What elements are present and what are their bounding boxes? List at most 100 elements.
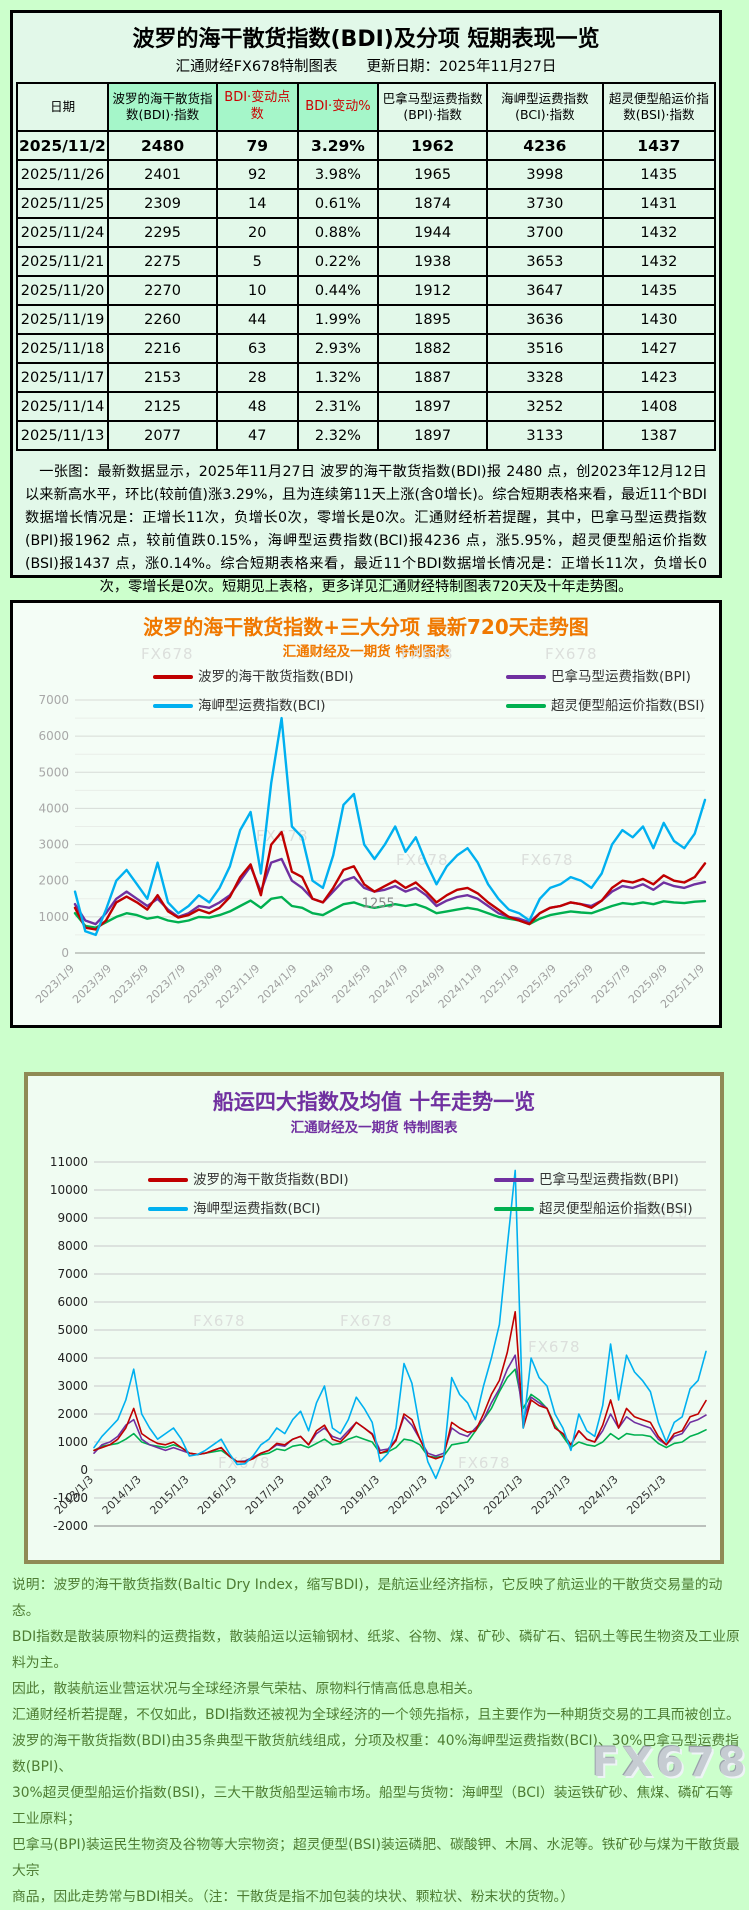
page-title: 波罗的海干散货指数(BDI)及分项 短期表现一览 [132,27,600,52]
table-cell: 92 [215,159,299,190]
y-tick-label: 0 [61,946,69,960]
table-cell: 5 [215,246,299,277]
explanation-line: 说明：波罗的海干散货指数(Baltic Dry Index，缩写BDI)，是航运… [12,1577,723,1619]
table-cell: 1.32% [296,362,380,393]
chart-10year-section: 船运四大指数及均值 十年走势一览 汇通财经及一期货 特制图表 波罗的海干散货指数… [24,1072,724,1564]
table-row: 2025/11/21 2275 5 0.22% 1938 3653 1432 [15,246,717,277]
explanation-line: 巴拿马(BPI)装运民生物资及谷物等大宗物资；超灵便型(BSI)装运磷肥、碳酸钾… [12,1837,740,1879]
table-row: 2025/11/27 2480 79 3.29% 1962 4236 1437 [15,130,717,161]
chart-10year-title: 船运四大指数及均值 十年走势一览 [212,1090,536,1114]
chart-720day-section: 波罗的海干散货指数+三大分项 最新720天走势图 汇通财经及一期货 特制图表 波… [10,600,722,1028]
table-cell: 2025/11/18 [15,333,110,364]
table-cell: 0.22% [296,246,380,277]
y-tick-label: 0 [80,1463,88,1477]
y-tick-label: -2000 [53,1519,88,1533]
chart-watermark: FX678 [193,1312,246,1330]
x-tick-label: 2024/5/9 [329,962,373,1006]
table-row: 2025/11/25 2309 14 0.61% 1874 3730 1431 [15,188,717,219]
legend-item: 超灵便型船运价指数(BSI) [506,694,749,714]
chart-10year-legend: 波罗的海干散货指数(BDI) 巴拿马型运费指数(BPI) 海岬型运费指数(BCI) 超… [28,1168,749,1217]
y-tick-label: 5000 [57,1323,88,1337]
value-annotation: 1255 [362,897,395,912]
table-cell: 1897 [377,391,488,422]
table-cell: 2025/11/13 [15,420,110,451]
chart-watermark: FX678 [458,1454,511,1472]
table-cell: 14 [215,188,299,219]
table-row: 2025/11/14 2125 48 2.31% 1897 3252 1408 [15,391,717,422]
chart-watermark: FX678 [528,1338,581,1356]
x-tick-label: 2020/1/3 [386,1473,430,1517]
table-cell: 2309 [107,188,218,219]
legend-item: 海岬型运费指数(BCI) [148,1197,494,1217]
legend-line-swatch [148,1207,188,1211]
table-cell: 20 [215,217,299,248]
table-cell: 3252 [486,391,604,422]
y-tick-label: 9000 [57,1211,88,1225]
y-tick-label: 4000 [57,1351,88,1365]
chart-720day-subtitle: 汇通财经及一期货 特制图表 [282,644,450,660]
table-cell: 0.44% [296,275,380,306]
table-cell: 2025/11/17 [15,362,110,393]
y-tick-label: 10000 [50,1183,88,1197]
explanation-line: 因此，散装航运业营运状况与全球经济景气荣枯、原物料行情高低息息相关。 [12,1681,482,1697]
table-cell: 1944 [377,217,488,248]
chart-watermark: FX678 [636,1204,689,1222]
table-cell: 1435 [601,275,717,306]
table-cell: 2270 [107,275,218,306]
table-cell: 1912 [377,275,488,306]
x-tick-label: 2019/1/3 [338,1473,382,1517]
col-header: BDI·变动点数 [215,82,299,132]
table-cell: 2295 [107,217,218,248]
table-cell: 2025/11/20 [15,275,110,306]
short-term-table-section: 波罗的海干散货指数(BDI)及分项 短期表现一览 汇通财经FX678特制图表 更… [10,10,722,595]
y-tick-label: 1000 [38,910,69,924]
table-row: 2025/11/13 2077 47 2.32% 1897 3133 1387 [15,420,717,451]
explanation-line: 30%超灵便型船运价指数(BSI)，三大干散货船型运输市场。船型与货物：海岬型（… [12,1785,734,1827]
table-cell: 1431 [601,188,717,219]
x-tick-label: 2017/1/3 [243,1473,287,1517]
table-cell: 1962 [377,130,488,161]
x-tick-label: 2023/5/9 [107,962,151,1006]
table-cell: 79 [215,130,299,161]
summary-paragraph: 一张图：最新数据显示，2025年11月27日 波罗的海干散货指数(BDI)报 2… [25,464,707,595]
table-cell: 1423 [601,362,717,393]
table-cell: 1437 [601,130,717,161]
chart-watermark: FX678 [141,645,194,663]
table-row: 2025/11/19 2260 44 1.99% 1895 3636 1430 [15,304,717,335]
explanation-line: 汇通财经析若提醒，不仅如此，BDI指数还被视为全球经济的一个领先指标，且主要作为… [12,1707,740,1723]
chart-watermark: FX678 [396,851,449,869]
y-tick-label: 11000 [50,1155,88,1169]
table-cell: 1887 [377,362,488,393]
table-cell: 1895 [377,304,488,335]
x-tick-label: 2023/3/9 [70,962,114,1006]
x-tick-label: 2023/1/9 [33,962,77,1006]
table-cell: 2275 [107,246,218,277]
table-cell: 1.99% [296,304,380,335]
legend-line-swatch [148,1178,188,1182]
col-header: 波罗的海干散货指数(BDI)·指数 [107,82,218,132]
table-cell: 4236 [486,130,604,161]
legend-line-swatch [506,675,546,679]
chart-watermark: FX678 [545,645,598,663]
x-tick-label: 2016/1/3 [195,1473,239,1517]
legend-line-swatch [153,704,193,708]
legend-line-swatch [494,1207,534,1211]
x-tick-label: 2014/1/3 [100,1473,144,1517]
chart-720day-title: 波罗的海干散货指数+三大分项 最新720天走势图 [143,615,589,639]
legend-item: 海岬型运费指数(BCI) [153,694,506,714]
table-cell: 3653 [486,246,604,277]
legend-line-swatch [506,704,546,708]
table-cell: 2216 [107,333,218,364]
y-tick-label: 3000 [57,1379,88,1393]
table-cell: 3700 [486,217,604,248]
explanation-line: BDI指数是散装原物料的运费指数，散装船运以运输钢材、纸浆、谷物、煤、矿砂、磷矿… [12,1629,740,1671]
table-cell: 3636 [486,304,604,335]
table-cell: 2480 [107,130,218,161]
table-row: 2025/11/24 2295 20 0.88% 1944 3700 1432 [15,217,717,248]
series-line-2 [73,716,707,937]
table-cell: 2025/11/25 [15,188,110,219]
table-cell: 3516 [486,333,604,364]
series-line-0 [73,830,707,931]
legend-item: 巴拿马型运费指数(BPI) [494,1168,749,1188]
table-cell: 1882 [377,333,488,364]
